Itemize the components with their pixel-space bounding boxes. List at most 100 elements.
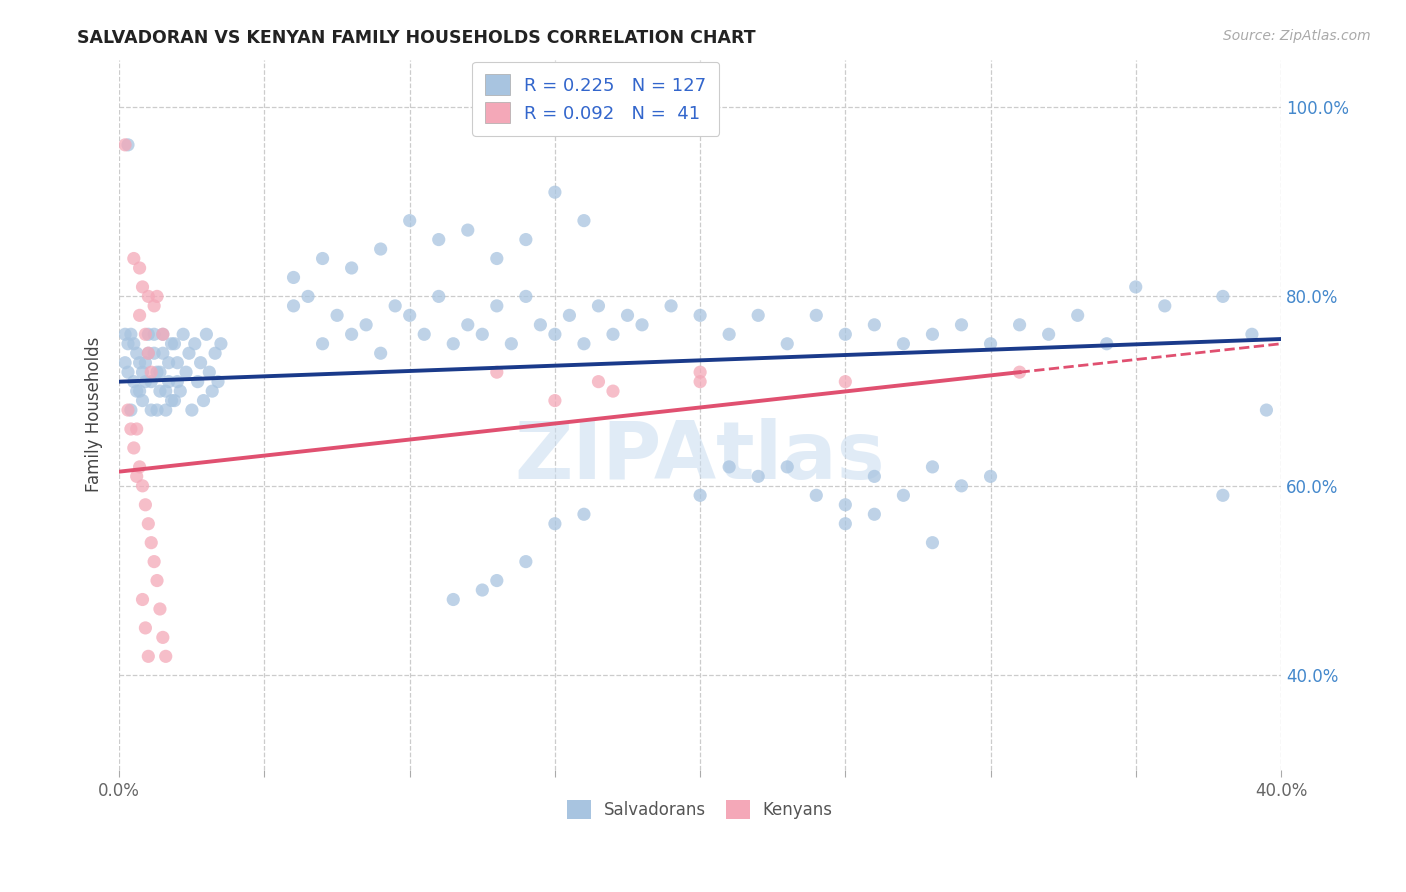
Point — [834, 375, 856, 389]
Point — [131, 280, 153, 294]
Point — [340, 327, 363, 342]
Point — [134, 327, 156, 342]
Point — [128, 384, 150, 398]
Point — [193, 393, 215, 408]
Point — [659, 299, 682, 313]
Point — [131, 479, 153, 493]
Point — [120, 403, 142, 417]
Point — [114, 327, 136, 342]
Point — [146, 365, 169, 379]
Point — [172, 327, 194, 342]
Point — [485, 299, 508, 313]
Point — [143, 346, 166, 360]
Point — [1038, 327, 1060, 342]
Point — [529, 318, 551, 332]
Point — [297, 289, 319, 303]
Point — [398, 213, 420, 227]
Point — [776, 459, 799, 474]
Point — [128, 356, 150, 370]
Point — [326, 309, 349, 323]
Point — [921, 459, 943, 474]
Point — [457, 223, 479, 237]
Point — [131, 393, 153, 408]
Point — [180, 403, 202, 417]
Text: SALVADORAN VS KENYAN FAMILY HOUSEHOLDS CORRELATION CHART: SALVADORAN VS KENYAN FAMILY HOUSEHOLDS C… — [77, 29, 756, 47]
Point — [117, 137, 139, 152]
Point — [143, 327, 166, 342]
Point — [155, 403, 177, 417]
Point — [718, 327, 741, 342]
Point — [195, 327, 218, 342]
Point — [128, 260, 150, 275]
Point — [501, 336, 523, 351]
Point — [689, 375, 711, 389]
Legend: Salvadorans, Kenyans: Salvadorans, Kenyans — [561, 793, 839, 826]
Point — [146, 289, 169, 303]
Point — [114, 137, 136, 152]
Point — [544, 516, 567, 531]
Point — [485, 574, 508, 588]
Point — [166, 375, 188, 389]
Point — [558, 309, 581, 323]
Point — [136, 516, 159, 531]
Point — [544, 327, 567, 342]
Point — [163, 393, 186, 408]
Point — [125, 422, 148, 436]
Point — [134, 621, 156, 635]
Point — [413, 327, 436, 342]
Point — [1240, 327, 1263, 342]
Point — [143, 299, 166, 313]
Point — [134, 375, 156, 389]
Point — [1212, 289, 1234, 303]
Point — [950, 479, 973, 493]
Point — [1256, 403, 1278, 417]
Point — [893, 488, 915, 502]
Point — [131, 365, 153, 379]
Point — [441, 336, 464, 351]
Point — [190, 356, 212, 370]
Point — [163, 336, 186, 351]
Point — [471, 582, 494, 597]
Point — [122, 375, 145, 389]
Point — [174, 365, 197, 379]
Point — [1066, 309, 1088, 323]
Point — [184, 336, 207, 351]
Point — [143, 555, 166, 569]
Point — [136, 289, 159, 303]
Point — [718, 459, 741, 474]
Point — [120, 422, 142, 436]
Point — [141, 375, 163, 389]
Point — [128, 459, 150, 474]
Point — [311, 252, 333, 266]
Point — [1008, 318, 1031, 332]
Point — [689, 309, 711, 323]
Point — [160, 393, 183, 408]
Point — [122, 336, 145, 351]
Point — [806, 488, 828, 502]
Point — [863, 469, 886, 483]
Point — [141, 403, 163, 417]
Point — [747, 469, 769, 483]
Point — [187, 375, 209, 389]
Point — [572, 336, 595, 351]
Point — [152, 346, 174, 360]
Point — [141, 365, 163, 379]
Point — [120, 327, 142, 342]
Point — [370, 346, 392, 360]
Point — [834, 327, 856, 342]
Point — [204, 346, 226, 360]
Point — [149, 602, 172, 616]
Point — [152, 327, 174, 342]
Point — [747, 309, 769, 323]
Point — [207, 375, 229, 389]
Point — [146, 403, 169, 417]
Point — [806, 309, 828, 323]
Point — [515, 233, 537, 247]
Point — [1153, 299, 1175, 313]
Point — [441, 592, 464, 607]
Point — [160, 336, 183, 351]
Point — [136, 649, 159, 664]
Point — [283, 270, 305, 285]
Point — [457, 318, 479, 332]
Point — [117, 403, 139, 417]
